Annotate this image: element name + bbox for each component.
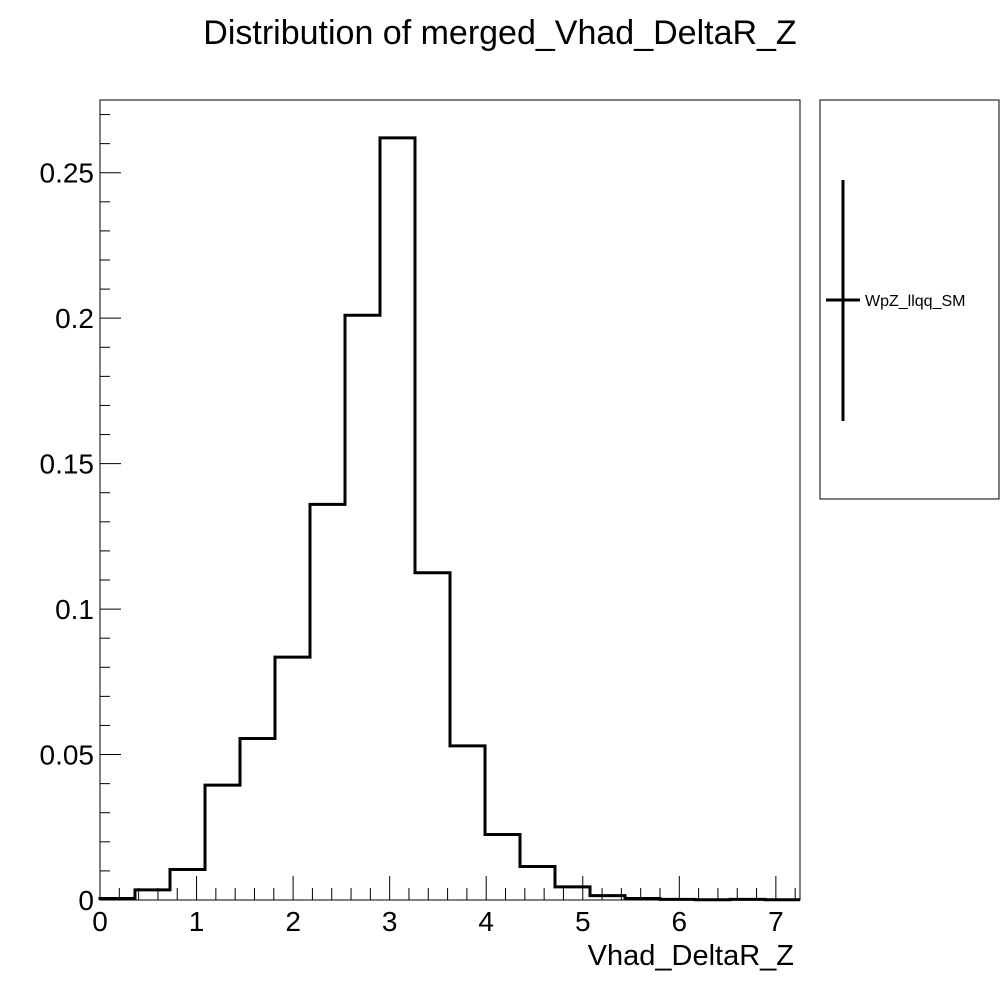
x-tick-label: 7: [768, 906, 784, 937]
y-tick-label: 0.05: [40, 740, 95, 771]
x-tick-label: 2: [285, 906, 301, 937]
x-axis-label: Vhad_DeltaR_Z: [588, 940, 794, 972]
series-WpZ_llqq_SM: [98, 136, 800, 902]
histogram-bin: [450, 746, 485, 900]
x-tick-label: 0: [92, 906, 108, 937]
histogram-bin: [135, 890, 170, 900]
histogram-bin: [310, 504, 345, 900]
x-tick-label: 3: [382, 906, 398, 937]
plot-frame: [99, 99, 801, 901]
plot-area: 0 1 2 3 4 5 6 7 0 0.05 0.1 0.15 0.2 0.25: [40, 99, 801, 937]
y-tick-label: 0.2: [55, 303, 94, 334]
histogram-bin: [415, 573, 450, 900]
y-tick-labels: 0 0.05 0.1 0.15 0.2 0.25: [40, 158, 95, 916]
histogram-bin: [730, 899, 765, 900]
histogram-outline: [98, 136, 800, 902]
x-tick-label: 6: [672, 906, 688, 937]
histogram-bin: [205, 785, 240, 900]
legend-entry-label: WpZ_llqq_SM: [865, 293, 965, 310]
histogram-bin: [660, 899, 695, 900]
histogram-bin: [555, 887, 590, 900]
x-tick-labels: 0 1 2 3 4 5 6 7: [92, 906, 783, 937]
x-tick-label: 5: [575, 906, 591, 937]
y-tick-label: 0.1: [55, 594, 94, 625]
histogram-bin: [240, 739, 275, 900]
legend: WpZ_llqq_SM: [819, 99, 1000, 500]
y-tick-label: 0.25: [40, 158, 95, 189]
histogram-bin: [345, 315, 380, 900]
series-group: [98, 136, 800, 902]
y-tick-label: 0.15: [40, 449, 95, 480]
chart-title: Distribution of merged_Vhad_DeltaR_Z: [203, 14, 796, 52]
x-tick-label: 4: [478, 906, 494, 937]
histogram-bin: [100, 899, 135, 900]
histogram-bin: [170, 869, 205, 900]
x-tick-label: 1: [189, 906, 205, 937]
y-tick-label: 0: [78, 885, 94, 916]
histogram-bin: [625, 899, 660, 900]
histogram-bin: [275, 657, 310, 900]
histogram-bin: [520, 867, 555, 900]
histogram-bin: [380, 138, 415, 900]
histogram-bin: [485, 835, 520, 900]
histogram-bin: [590, 896, 625, 900]
